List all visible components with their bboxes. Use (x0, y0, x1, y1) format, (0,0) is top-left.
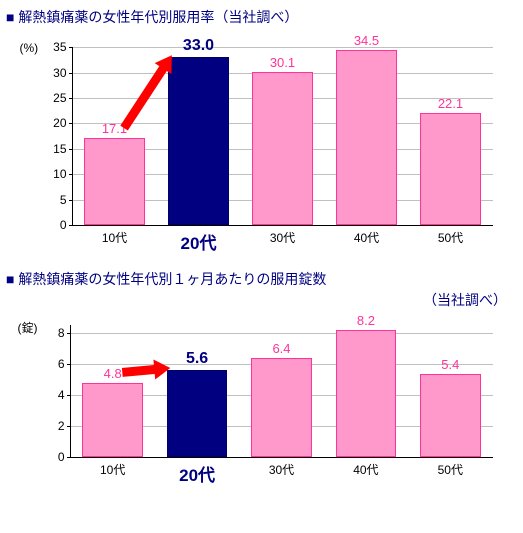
x-label: 20代 (181, 229, 217, 254)
bar: 17.1 (84, 138, 144, 225)
y-tick-label: 25 (53, 91, 66, 105)
value-label: 5.6 (186, 350, 208, 368)
x-label: 30代 (270, 229, 295, 246)
y-tick (69, 200, 73, 201)
bar-fill (252, 72, 312, 225)
x-label: 50代 (438, 461, 463, 478)
chart2: 0 2 4 6 8 10代 20代 30代 40代 50代 4.8 5.6 6.4 8.2 5.4 (錠) (11, 312, 513, 492)
y-tick (69, 47, 73, 48)
y-tick-label: 6 (58, 357, 65, 371)
y-tick (69, 123, 73, 124)
x-label: 40代 (353, 461, 378, 478)
bar: 34.5 (336, 50, 396, 225)
bar-fill (336, 330, 397, 457)
x-label: 50代 (438, 229, 463, 246)
bar: 5.4 (420, 374, 481, 458)
value-label: 34.5 (354, 33, 379, 48)
y-tick (69, 225, 73, 226)
y-tick-label: 10 (53, 167, 66, 181)
x-label: 10代 (100, 461, 125, 478)
bar-fill (420, 113, 480, 225)
bar: 5.6 (167, 370, 228, 457)
x-label: 40代 (354, 229, 379, 246)
gridline (71, 333, 493, 334)
chart2-title: ■ 解熱鎮痛薬の女性年代別１ヶ月あたりの服用錠数 (6, 270, 517, 288)
y-tick-label: 8 (58, 326, 65, 340)
bar-fill (420, 374, 481, 458)
y-tick-label: 4 (58, 388, 65, 402)
value-label: 8.2 (357, 313, 375, 328)
y-tick-label: 5 (60, 193, 67, 207)
y-tick-label: 0 (60, 218, 67, 232)
chart1-plot: 0510152025303510代20代30代40代50代17.133.030.… (72, 47, 493, 226)
y-tick (67, 364, 71, 365)
chart1: 0 5 10 15 20 25 30 35 10代 20代 30代 40代 50代 17.1 33.0 30.… (11, 28, 513, 260)
bar-fill (168, 57, 228, 225)
y-tick (67, 457, 71, 458)
y-tick-label: 30 (53, 66, 66, 80)
bar: 4.8 (82, 383, 143, 458)
bar: 8.2 (336, 330, 397, 457)
y-tick-label: 2 (58, 419, 65, 433)
bar: 30.1 (252, 72, 312, 225)
y-tick (69, 174, 73, 175)
value-label: 5.4 (441, 357, 459, 372)
value-label: 22.1 (438, 96, 463, 111)
x-label: 30代 (269, 461, 294, 478)
bar: 33.0 (168, 57, 228, 225)
value-label: 33.0 (183, 37, 214, 55)
bar-fill (84, 138, 144, 225)
chart2-plot: 0246810代20代30代40代50代4.85.66.48.25.4 (70, 325, 493, 458)
y-tick-label: 35 (53, 40, 66, 54)
bar: 6.4 (251, 358, 312, 457)
page: { "titles": { "chart1": "■ 解熱鎮痛薬の女性年代別服用… (0, 0, 523, 500)
bar: 22.1 (420, 113, 480, 225)
y-axis-unit: (%) (20, 41, 39, 55)
y-axis-unit: (錠) (18, 319, 38, 336)
y-tick (69, 73, 73, 74)
gridline (73, 47, 493, 48)
y-tick-label: 15 (53, 142, 66, 156)
bar-fill (167, 370, 228, 457)
value-label: 30.1 (270, 55, 295, 70)
y-tick (69, 98, 73, 99)
y-tick (67, 333, 71, 334)
bar-fill (251, 358, 312, 457)
value-label: 4.8 (104, 366, 122, 381)
value-label: 17.1 (102, 121, 127, 136)
bar-fill (336, 50, 396, 225)
chart1-title: ■ 解熱鎮痛薬の女性年代別服用率（当社調べ） (6, 8, 517, 26)
y-tick (67, 426, 71, 427)
y-tick (69, 149, 73, 150)
x-label: 10代 (102, 229, 127, 246)
y-tick (67, 395, 71, 396)
value-label: 6.4 (272, 341, 290, 356)
y-tick-label: 20 (53, 116, 66, 130)
bar-fill (82, 383, 143, 458)
chart2-note: （当社調べ） (6, 290, 507, 310)
x-label: 20代 (179, 461, 215, 486)
y-tick-label: 0 (58, 450, 65, 464)
